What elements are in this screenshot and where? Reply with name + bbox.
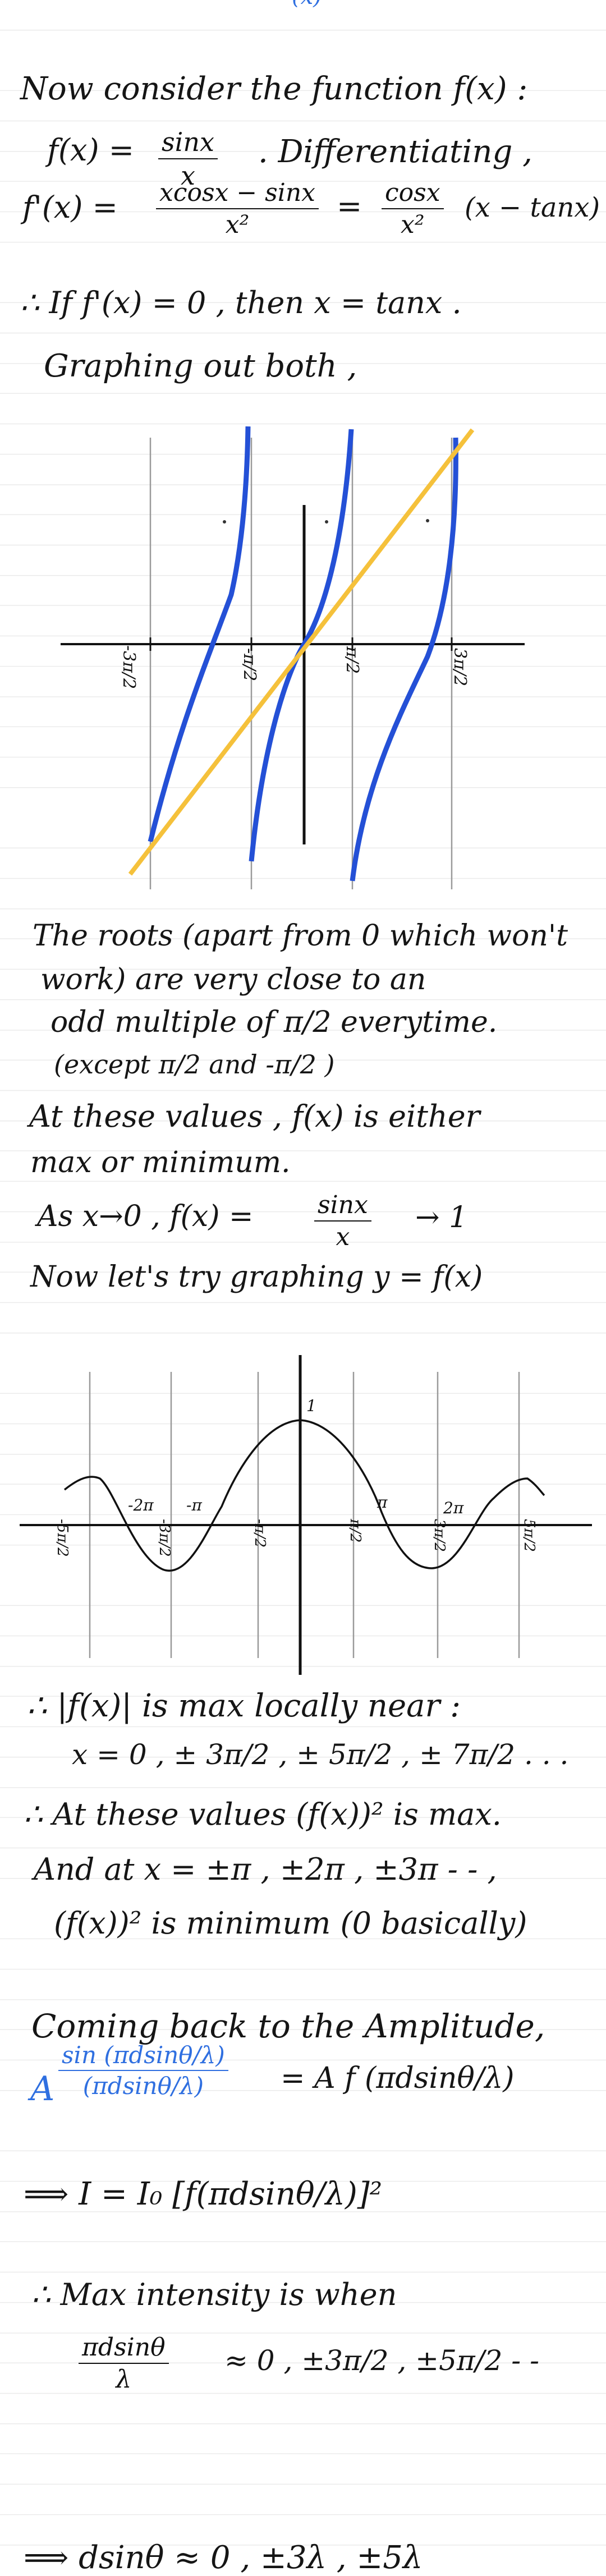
intro-line: Now consider the function f(x) :: [20, 71, 528, 107]
amplitude-rhs: = A f (πdsinθ/λ): [281, 2061, 515, 2095]
roots-line-1: The roots (apart from 0 which won't: [33, 919, 568, 953]
limit-denominator: x: [336, 1223, 350, 1251]
header-fragment: (x): [292, 0, 322, 9]
coming-back-line: Coming back to the Amplitude,: [31, 2007, 545, 2045]
sinc-label-pi: π: [377, 1493, 388, 1512]
amplitude-numerator: sin (πdsinθ/λ): [58, 2041, 228, 2071]
if-zero-line: ∴ If f'(x) = 0 , then x = tanx .: [20, 285, 462, 320]
line-y-equals-x: [128, 428, 475, 876]
condition-fraction: πdsinθ λ: [79, 2333, 169, 2394]
limit-rhs: → 1: [415, 1201, 468, 1234]
max-intensity-line: ∴ Max intensity is when: [31, 2277, 397, 2312]
fprime-numerator: xcosx − sinx: [156, 178, 319, 209]
roots-line-2: work) are very close to an: [40, 963, 426, 997]
tan-curve-middle: [249, 429, 354, 862]
tan-graph: -3π/2 -π/2 π/2 3π/2: [61, 426, 525, 889]
tan-curve-left: [148, 426, 251, 843]
sinc-curve: [63, 1419, 545, 1572]
sinc-label-neg-5pi-2: -5π/2: [54, 1519, 71, 1557]
roots-line-4: (except π/2 and -π/2 ): [54, 1049, 335, 1080]
sinc-label-2pi: 2π: [443, 1499, 464, 1517]
sinc-label-3pi-2: 3π/2: [431, 1519, 448, 1552]
fprime2-fraction: cosx x²: [382, 178, 444, 239]
fx-numerator: sinx: [158, 127, 218, 159]
amplitude-denominator: (πdsinθ/λ): [82, 2072, 204, 2100]
condition-numerator: πdsinθ: [79, 2333, 169, 2364]
intensity-line: ⟹ I = I₀ [f(πdsinθ/λ)]²: [24, 2176, 383, 2212]
fprime-fraction: xcosx − sinx x²: [156, 178, 319, 239]
roots-line-3: odd multiple of π/2 everytime.: [50, 1005, 498, 1039]
sinc-peak-label: 1: [306, 1397, 316, 1415]
tan-tick-label-3pi-2: 3π/2: [450, 648, 470, 686]
fprime2-denominator: x²: [401, 210, 425, 239]
limit-numerator: sinx: [314, 1191, 371, 1222]
differentiating-text: . Differentiating ,: [258, 134, 532, 170]
min-line-1: And at x = ±π , ±2π , ±3π - - ,: [34, 1852, 497, 1887]
fprime-denominator: x²: [225, 210, 250, 239]
last-line: ⟹ dsinθ ≈ 0 , ±3λ , ±5λ: [24, 2540, 423, 2576]
fprime2-tail: (x − tanx): [465, 192, 600, 223]
graph-intro-line: Now let's try graphing y = f(x): [30, 1260, 483, 1294]
limit-lhs: As x→0 , f(x) =: [37, 1200, 254, 1233]
fx-fraction: sinx x: [158, 127, 218, 191]
max-line-2: x = 0 , ± 3π/2 , ± 5π/2 , ± 7π/2 . . .: [72, 1738, 569, 1771]
tan-curve-right: [350, 437, 458, 881]
fx-lhs: f(x) =: [47, 132, 134, 168]
max-line-1: ∴ |f(x)| is max locally near :: [27, 1688, 461, 1724]
fprime2-numerator: cosx: [382, 178, 444, 209]
square-max-line: ∴ At these values (f(x))² is max.: [24, 1797, 502, 1832]
tick-marks: [149, 637, 453, 651]
fprime-lhs: f'(x) =: [22, 190, 118, 225]
min-line-2: (f(x))² is minimum (0 basically): [54, 1905, 527, 1941]
sinc-label-neg-pi-2: -π/2: [251, 1519, 268, 1548]
roots-line-6: max or minimum.: [30, 1146, 291, 1179]
sinc-label-5pi-2: 5π/2: [521, 1519, 538, 1552]
sinc-label-neg-pi: -π: [186, 1496, 202, 1514]
amplitude-fraction: sin (πdsinθ/λ) (πdsinθ/λ): [58, 2041, 228, 2100]
sinc-label-pi-2: π/2: [347, 1518, 364, 1542]
fprime-equals: =: [337, 189, 362, 224]
sinc-label-neg-2pi: -2π: [128, 1496, 154, 1514]
condition-denominator: λ: [116, 2365, 132, 2394]
tan-tick-label-neg-3pi-2: -3π/2: [119, 645, 139, 689]
tan-tick-label-neg-pi-2: -π/2: [240, 648, 259, 681]
limit-fraction: sinx x: [314, 1191, 371, 1251]
fx-denominator: x: [180, 160, 195, 191]
sinc-label-neg-3pi-2: -3π/2: [156, 1519, 173, 1557]
graphing-both-line: Graphing out both ,: [44, 348, 357, 384]
tan-tick-label-pi-2: π/2: [342, 646, 362, 674]
sinc-graph: 1 -2π -π π 2π -5π/2 -3π/2 -π/2 π/2 3π/2 …: [20, 1355, 592, 1675]
condition-rhs: ≈ 0 , ±3π/2 , ±5π/2 - -: [224, 2344, 539, 2377]
roots-line-5: At these values , f(x) is either: [29, 1099, 480, 1134]
amplitude-A: A: [30, 2069, 55, 2109]
